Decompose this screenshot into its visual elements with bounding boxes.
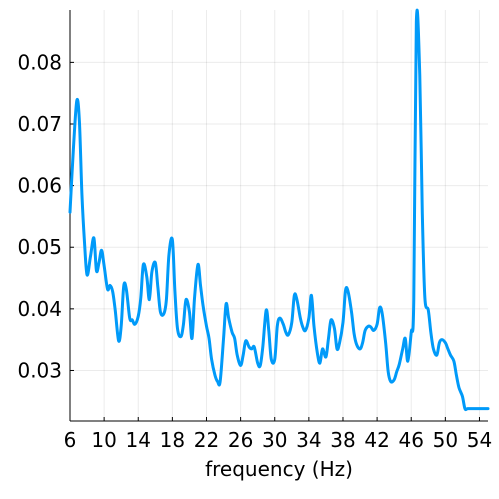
series-line: [68, 8, 490, 412]
x-tick-label: 34: [296, 428, 321, 452]
series-layer: [68, 8, 490, 412]
x-tick-label: 42: [364, 428, 389, 452]
x-tick-label: 10: [91, 428, 116, 452]
x-tick-label: 50: [433, 428, 458, 452]
grid: [69, 10, 488, 421]
tick-labels: 6 10 14 18 22 26 30 34 38 42 46 50 54 0.03 0.04 0.05 0.0…: [17, 50, 492, 452]
y-tick-label: 0.03: [17, 358, 62, 382]
y-tick-label: 0.06: [17, 174, 62, 198]
x-tick-label: 18: [160, 428, 185, 452]
x-tick-label: 54: [467, 428, 492, 452]
x-tick-label: 46: [398, 428, 423, 452]
x-tick-label: 22: [194, 428, 219, 452]
x-tick-label: 30: [262, 428, 287, 452]
x-tick-label: 14: [126, 428, 151, 452]
x-tick-label: 26: [228, 428, 253, 452]
x-tick-label: 38: [330, 428, 355, 452]
x-axis-label: frequency (Hz): [205, 457, 353, 481]
y-tick-label: 0.05: [17, 235, 62, 259]
y-tick-label: 0.04: [17, 297, 62, 321]
y-tick-label: 0.08: [17, 50, 62, 74]
y-tick-label: 0.07: [17, 112, 62, 136]
x-tick-label: 6: [64, 428, 77, 452]
axes: [69, 10, 488, 422]
